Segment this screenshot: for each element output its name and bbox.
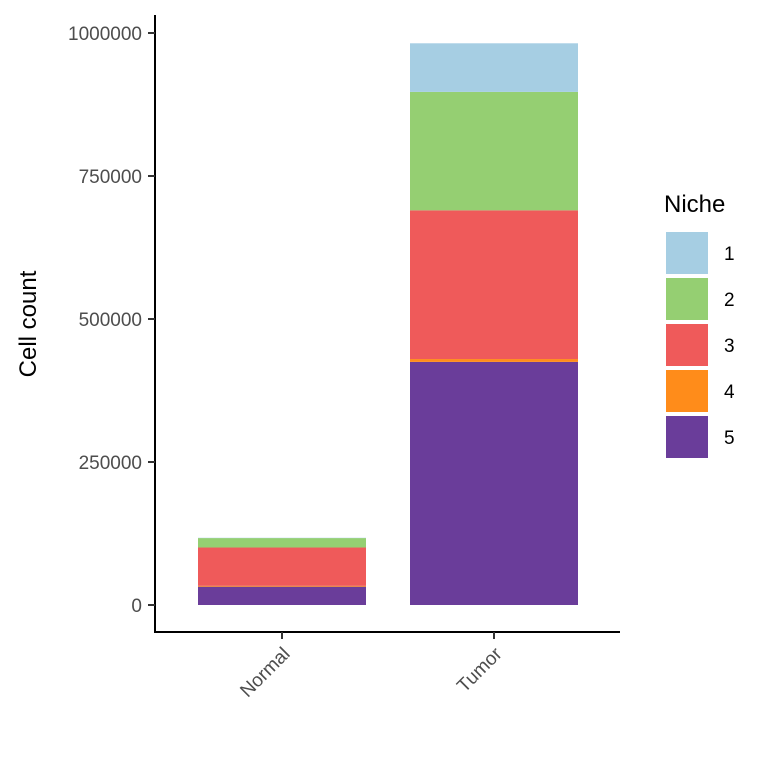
legend-items: 1 2 3 4 5 [666, 232, 735, 458]
y-axis-ticks: 0 250000 500000 750000 1000000 [68, 24, 155, 617]
bar-segment-tumor-niche-2 [410, 91, 578, 211]
legend-label-niche-5: 5 [724, 428, 735, 449]
legend-label-niche-4: 4 [724, 382, 735, 403]
bar-segment-tumor-niche-4 [410, 359, 578, 362]
bar-segment-normal-niche-2 [198, 538, 366, 548]
legend-swatch-niche-4 [666, 370, 708, 412]
y-tick-label: 0 [131, 596, 142, 617]
bar-segment-normal-niche-3 [198, 547, 366, 586]
y-axis-title: Cell count [15, 270, 42, 377]
legend-title: Niche [664, 191, 725, 218]
legend-swatch-niche-1 [666, 232, 708, 274]
legend-label-niche-2: 2 [724, 290, 735, 311]
y-tick-label: 750000 [79, 167, 142, 188]
y-tick-label: 250000 [79, 453, 142, 474]
bars-layer [198, 43, 578, 605]
bar-segment-tumor-niche-1 [410, 43, 578, 92]
legend: Niche 1 2 3 4 5 [664, 191, 735, 458]
y-tick-label: 500000 [79, 310, 142, 331]
legend-label-niche-1: 1 [724, 244, 735, 265]
x-tick-label: Normal [236, 644, 294, 702]
x-axis-ticks: Normal Tumor [236, 632, 507, 702]
y-tick-label: 1000000 [68, 24, 142, 45]
bar-segment-normal-niche-4 [198, 585, 366, 587]
legend-swatch-niche-3 [666, 324, 708, 366]
bar-segment-tumor-niche-5 [410, 361, 578, 605]
legend-swatch-niche-5 [666, 416, 708, 458]
bar-segment-tumor-niche-3 [410, 210, 578, 360]
bar-segment-normal-niche-5 [198, 586, 366, 605]
x-tick-label: Tumor [453, 643, 507, 697]
legend-label-niche-3: 3 [724, 336, 735, 357]
legend-swatch-niche-2 [666, 278, 708, 320]
